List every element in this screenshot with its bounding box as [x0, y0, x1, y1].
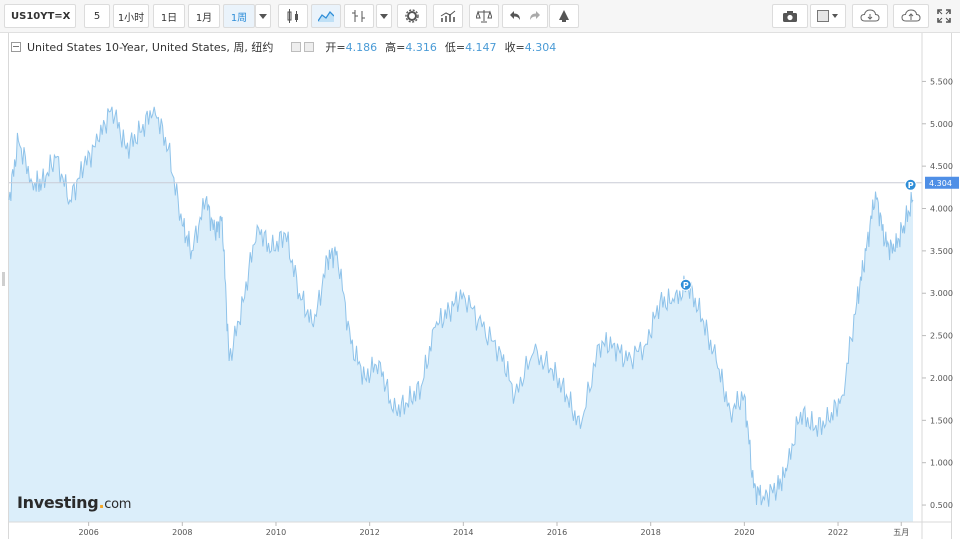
high-value: 4.316	[405, 40, 437, 54]
y-tick-label: 4.500	[930, 162, 953, 171]
studies-button[interactable]	[433, 4, 463, 28]
collapse-legend-icon[interactable]	[11, 42, 21, 52]
compare-button[interactable]	[469, 4, 499, 28]
settings-icon	[405, 9, 419, 23]
y-tick-label: 5.000	[930, 120, 953, 129]
series-settings-icon[interactable]	[291, 42, 302, 52]
event-marker-label: P	[908, 181, 914, 190]
y-tick-label: 2.000	[930, 374, 953, 383]
undo-icon[interactable]	[509, 11, 521, 21]
logo-main: Investing	[17, 493, 99, 512]
series-name: United States 10-Year, United States, 周,…	[27, 41, 274, 54]
investing-logo[interactable]: Investing.com	[17, 493, 131, 512]
indicators-button[interactable]	[344, 4, 374, 28]
save-layout-button[interactable]	[893, 4, 929, 28]
y-tick-label: 4.000	[930, 205, 953, 214]
open-value: 4.186	[345, 40, 378, 54]
marker-layer: PP	[679, 178, 917, 291]
undo-redo-group	[502, 4, 548, 28]
area-chart-button[interactable]	[311, 4, 341, 28]
chart-legend: United States 10-Year, United States, 周,…	[11, 39, 556, 55]
x-tick-label: 2012	[359, 528, 379, 537]
alert-icon	[559, 10, 569, 22]
low-value: 4.147	[465, 40, 497, 54]
series-area-fill	[9, 106, 913, 523]
series-close-icon[interactable]	[304, 42, 315, 52]
area-chart-icon	[318, 10, 334, 22]
chevron-down-icon	[259, 13, 267, 19]
studies-icon	[440, 10, 456, 22]
area-layer	[8, 106, 922, 523]
x-tick-label: 2016	[547, 528, 567, 537]
y-tick-label: 2.500	[930, 332, 953, 341]
y-tick-label: 0.500	[930, 501, 953, 510]
x-tick-label: 2008	[172, 528, 192, 537]
dropdown-icon	[380, 13, 388, 19]
interval-1d-button[interactable]: 1日	[153, 4, 185, 28]
logo-dot: .	[98, 493, 105, 512]
cloud-upload-icon	[901, 9, 921, 22]
event-marker-label: P	[683, 281, 689, 290]
symbol-field[interactable]: US10YT=X	[4, 4, 76, 28]
fullscreen-icon	[937, 9, 951, 23]
low-label: 低=	[444, 41, 466, 54]
side-panel-handle[interactable]	[2, 272, 5, 286]
last-value-label: 4.304	[929, 179, 952, 188]
x-tick-label: 2006	[78, 528, 98, 537]
redo-icon[interactable]	[529, 11, 541, 21]
y-tick-label: 3.500	[930, 247, 953, 256]
interval-1w-button[interactable]: 1周	[223, 4, 255, 28]
x-tick-label: 2018	[641, 528, 661, 537]
indicators-icon	[352, 10, 365, 22]
y-tick-label: 5.500	[930, 77, 953, 86]
fullscreen-button[interactable]	[932, 4, 956, 28]
settings-button[interactable]	[397, 4, 427, 28]
y-tick-label: 1.000	[930, 459, 953, 468]
indicators-dropdown[interactable]	[376, 4, 392, 28]
y-axis: 0.500 1.000 1.500 2.000 2.500 3.000 3.500 4.000…	[921, 33, 959, 539]
event-marker-icon	[679, 278, 692, 291]
y-tick-label: 3.000	[930, 289, 953, 298]
cloud-download-icon	[860, 9, 880, 22]
logo-suffix: com	[104, 497, 132, 512]
close-label: 收=	[504, 41, 525, 54]
interval-dropdown[interactable]	[255, 4, 271, 28]
candlestick-icon	[287, 9, 298, 23]
balance-icon	[476, 10, 492, 23]
interval-1h-button[interactable]: 1小时	[113, 4, 149, 28]
event-marker-icon	[904, 178, 917, 191]
camera-icon	[783, 10, 797, 22]
series-line	[8, 106, 914, 507]
color-box-icon	[817, 10, 838, 22]
x-tick-label: 2022	[828, 528, 848, 537]
x-tick-label: 五月	[893, 528, 909, 537]
interval-5-button[interactable]: 5	[84, 4, 110, 28]
alert-button[interactable]	[549, 4, 579, 28]
screenshot-button[interactable]	[772, 4, 808, 28]
y-tick-label: 1.500	[930, 416, 953, 425]
x-tick-label: 2010	[266, 528, 286, 537]
interval-1m-button[interactable]: 1月	[188, 4, 220, 28]
load-layout-button[interactable]	[852, 4, 888, 28]
open-label: 开=	[325, 41, 346, 54]
last-value-badge	[925, 176, 959, 189]
color-picker-button[interactable]	[810, 4, 846, 28]
chart-toolbar: US10YT=X 5 1小时 1日 1月 1周	[0, 0, 960, 33]
high-label: 高=	[385, 41, 406, 54]
candlestick-button[interactable]	[278, 4, 308, 28]
x-tick-label: 2020	[734, 528, 754, 537]
close-value: 4.304	[524, 40, 557, 54]
x-axis: 2006 2008 2010 2012 2014 2016 2018 2020 2022 五月	[8, 521, 952, 537]
chart-frame	[8, 33, 952, 539]
x-tick-label: 2014	[453, 528, 473, 537]
